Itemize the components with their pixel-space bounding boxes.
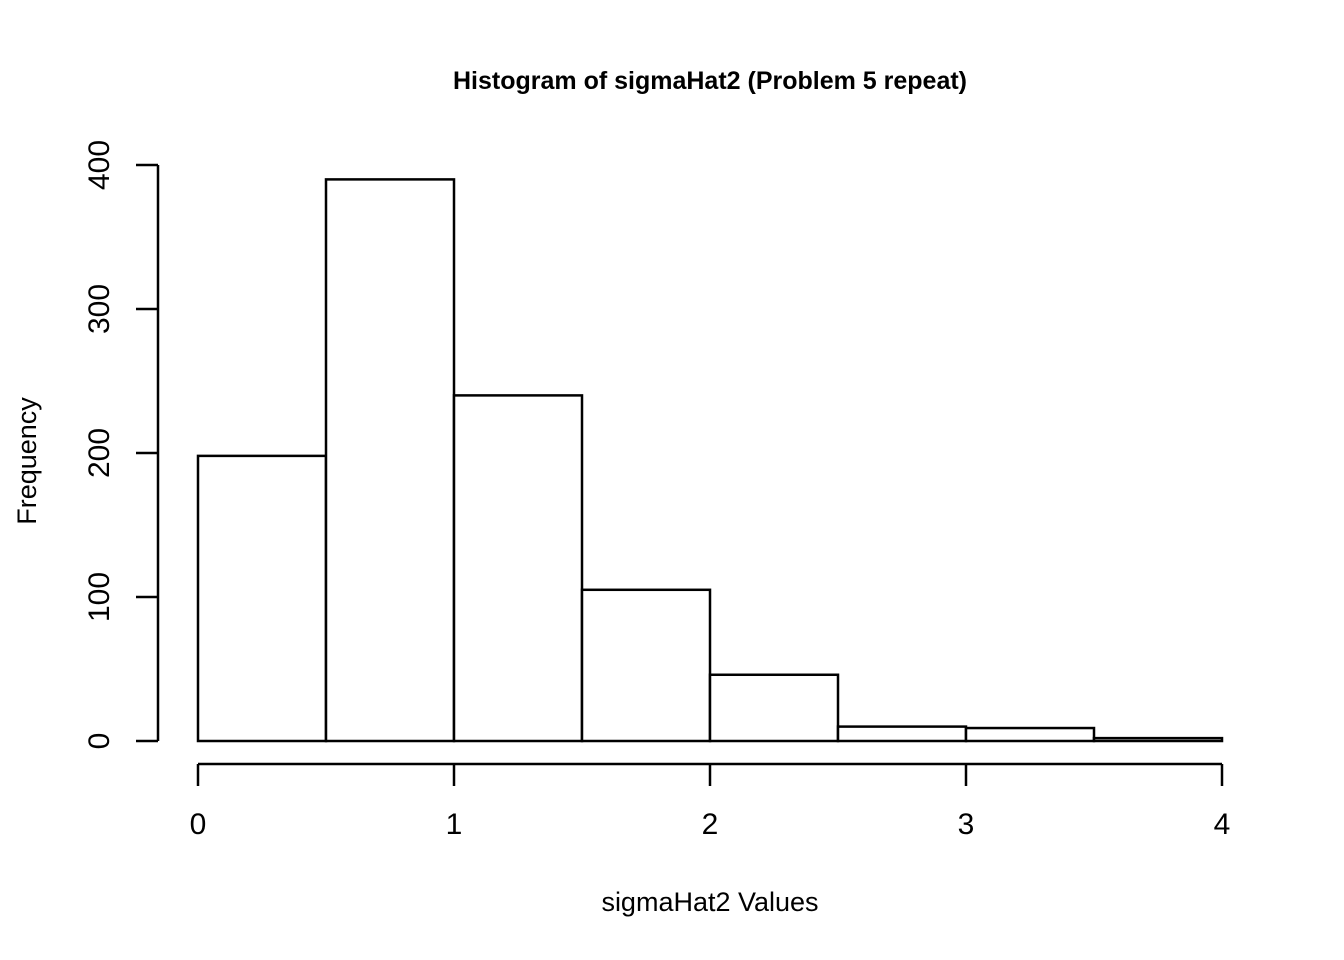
y-tick-label: 0 bbox=[83, 733, 116, 750]
histogram-bar bbox=[964, 726, 1096, 743]
y-axis-label: Frequency bbox=[12, 397, 42, 525]
y-tick-label: 400 bbox=[83, 140, 116, 190]
x-axis: 0 1 2 3 4 bbox=[190, 762, 1231, 841]
histogram-bar bbox=[1092, 736, 1224, 743]
histogram-bar bbox=[324, 178, 456, 743]
histogram-bar bbox=[452, 394, 584, 743]
histogram-bar bbox=[196, 454, 328, 743]
y-tick-label: 300 bbox=[83, 284, 116, 334]
x-tick-label: 3 bbox=[958, 808, 975, 841]
histogram-bar bbox=[836, 725, 968, 743]
x-tick-label: 2 bbox=[702, 808, 719, 841]
chart-title: Histogram of sigmaHat2 (Problem 5 repeat… bbox=[453, 67, 967, 95]
histogram-bar bbox=[580, 588, 712, 743]
bars-group bbox=[196, 178, 1224, 743]
y-axis: 0 100 200 300 400 bbox=[83, 140, 160, 750]
y-tick-label: 100 bbox=[83, 572, 116, 622]
x-tick-label: 0 bbox=[190, 808, 207, 841]
x-tick-label: 4 bbox=[1214, 808, 1231, 841]
histogram-bar bbox=[708, 673, 840, 743]
y-tick-label: 200 bbox=[83, 428, 116, 478]
x-axis-label: sigmaHat2 Values bbox=[601, 887, 818, 917]
x-tick-label: 1 bbox=[446, 808, 463, 841]
